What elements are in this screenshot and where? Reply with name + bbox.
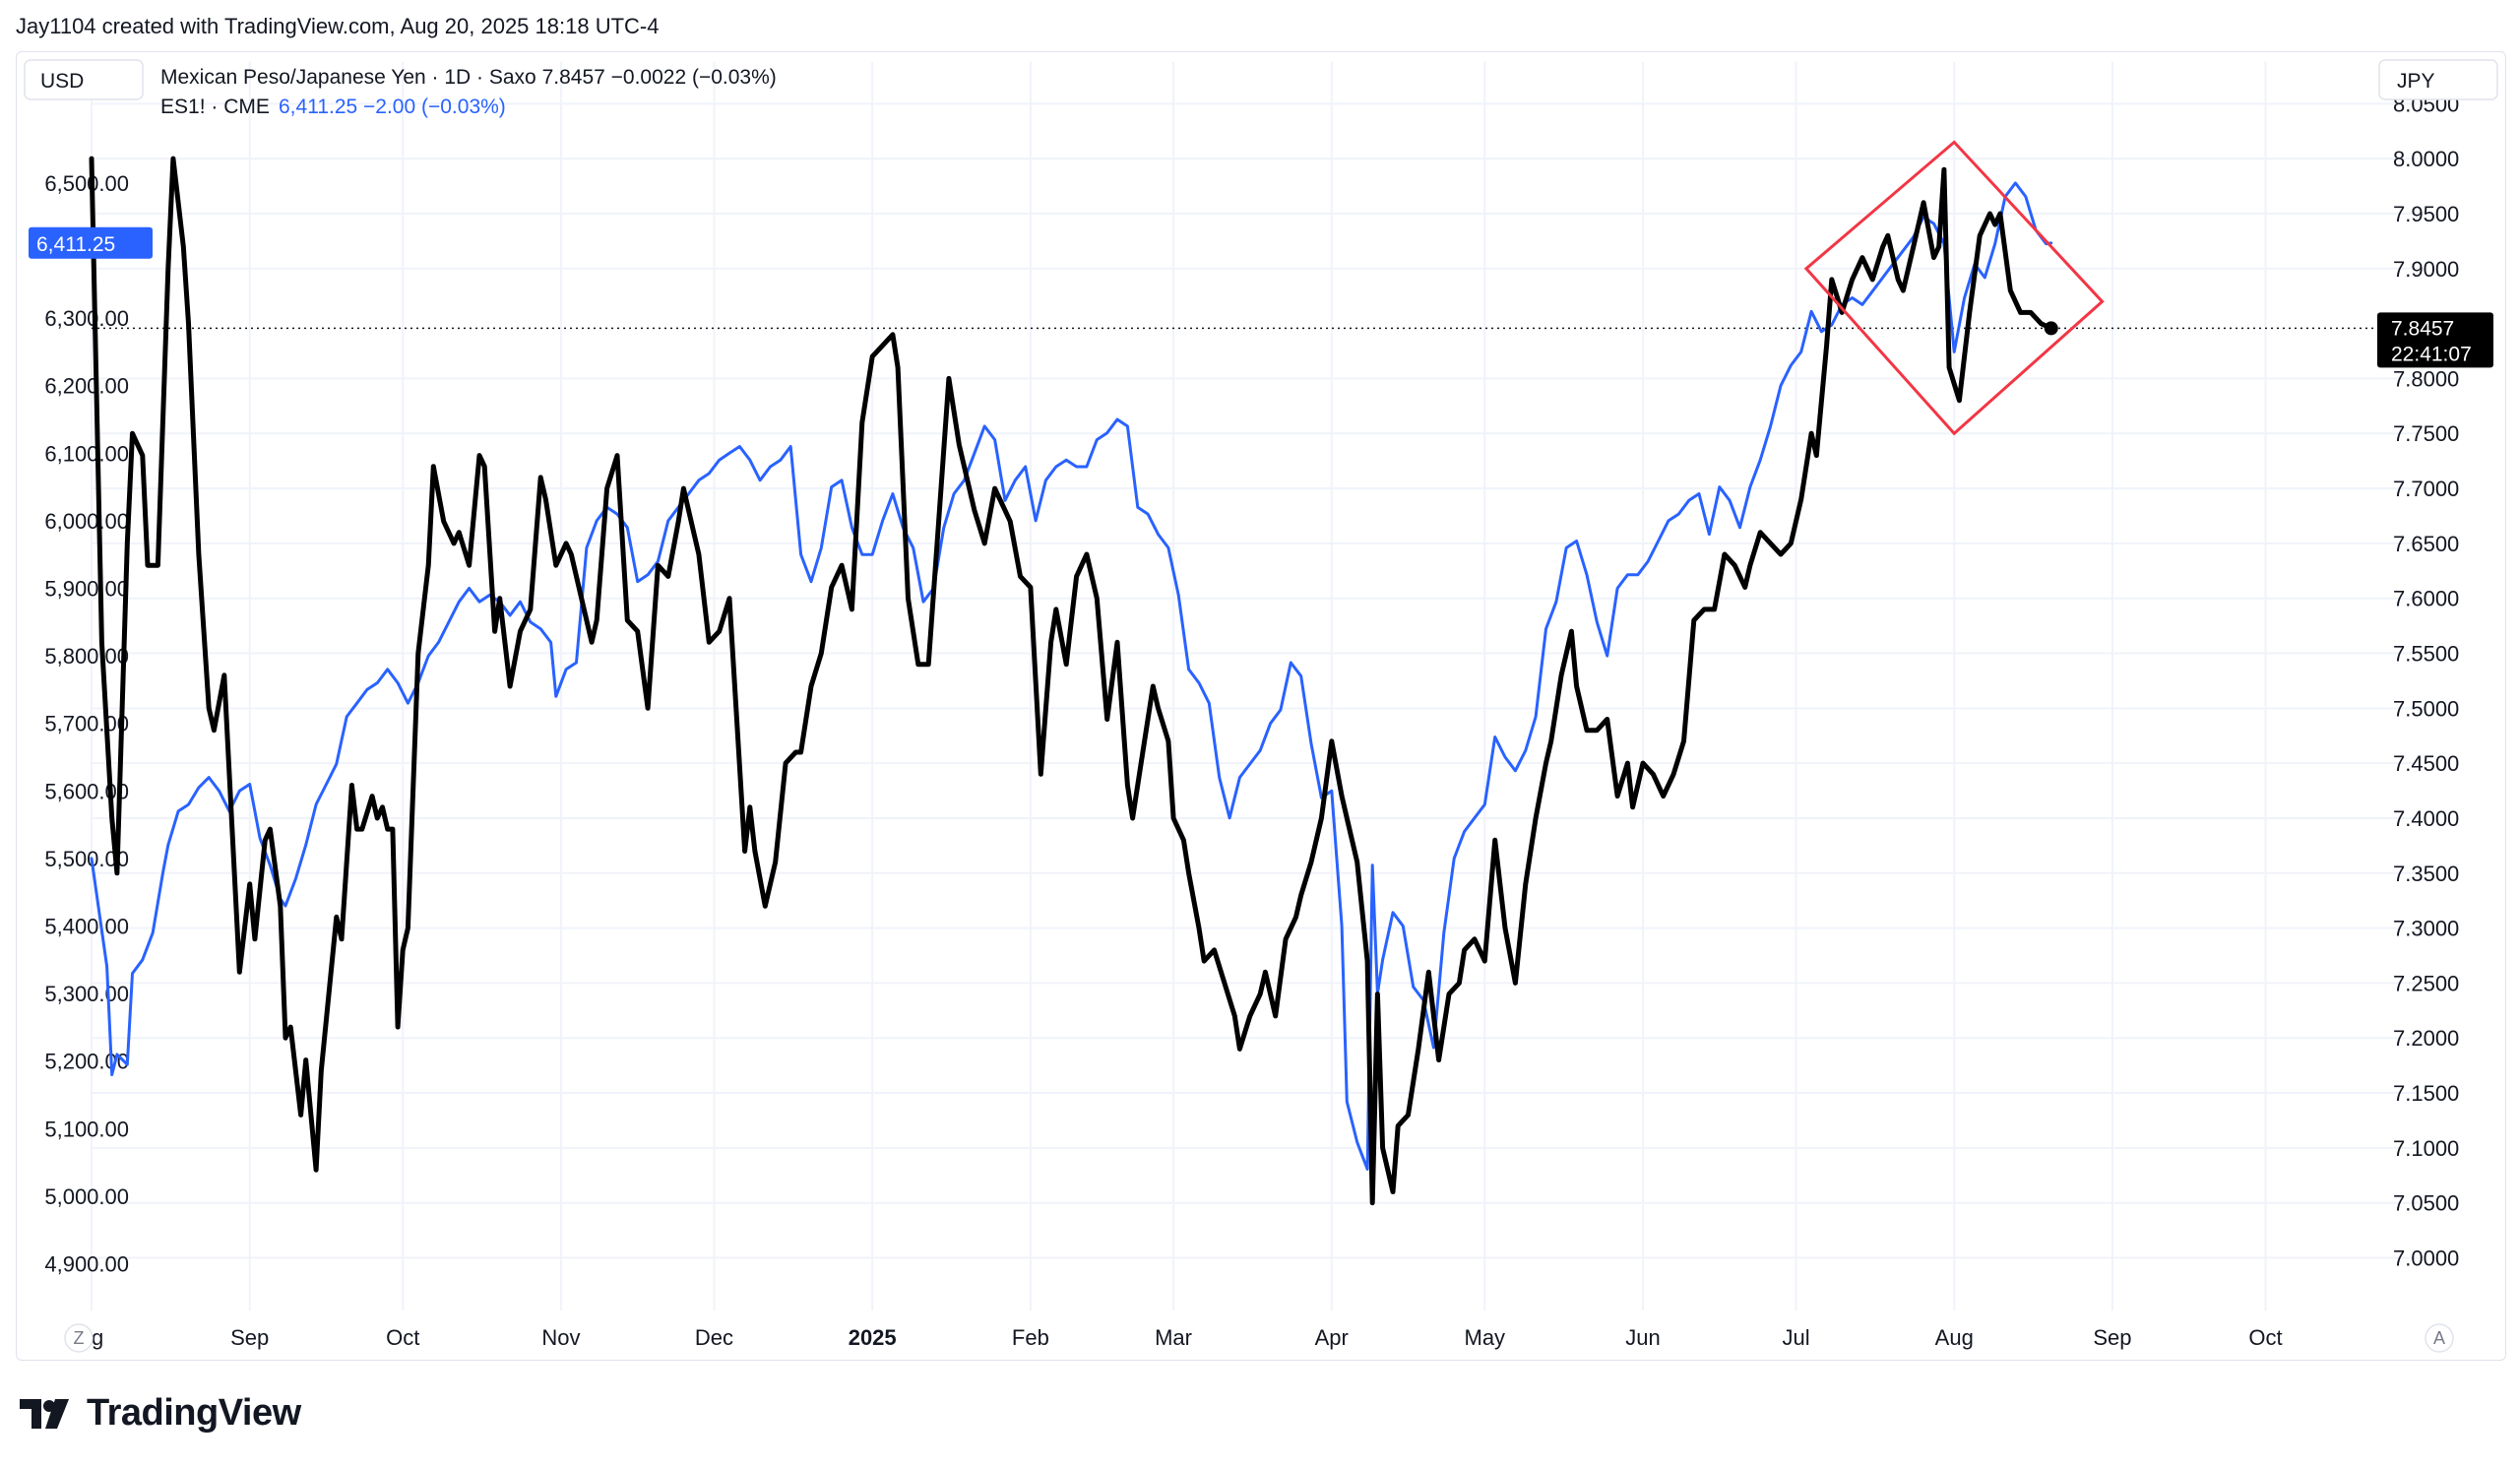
right-tick-label: 7.0500 — [2393, 1191, 2459, 1216]
right-tick-label: 7.6000 — [2393, 587, 2459, 611]
right-axis-labels: 8.05008.00007.95007.90007.80007.75007.70… — [2393, 92, 2459, 1270]
right-tick-label: 7.1500 — [2393, 1081, 2459, 1106]
auto-scale-button[interactable] — [2425, 1323, 2454, 1353]
right-tick-label: 7.4500 — [2393, 751, 2459, 776]
chart-frame[interactable]: ugSepOctNovDec2025FebMarAprMayJunJulAugS… — [16, 51, 2506, 1361]
left-tick-label: 6,000.00 — [44, 509, 129, 534]
x-tick-label: 2025 — [849, 1325, 897, 1350]
mxnjpy-last-point — [2044, 321, 2058, 336]
right-tick-label: 7.9000 — [2393, 257, 2459, 282]
left-unit-box[interactable] — [24, 59, 144, 100]
mxnjpy-price-tag-value: 7.8457 — [2391, 317, 2454, 340]
mxnjpy-series-line — [89, 156, 2054, 1206]
chart-attribution: Jay1104 created with TradingView.com, Au… — [16, 14, 660, 38]
zoom-button[interactable] — [64, 1323, 94, 1353]
x-axis-labels: ugSepOctNovDec2025FebMarAprMayJunJulAugS… — [80, 1325, 2283, 1350]
x-tick-label: Mar — [1155, 1325, 1192, 1350]
chart-canvas[interactable]: ugSepOctNovDec2025FebMarAprMayJunJulAugS… — [17, 52, 2507, 1362]
right-tick-label: 7.9500 — [2393, 202, 2459, 226]
left-tick-label: 6,100.00 — [44, 441, 129, 466]
mxnjpy-price-tag: 7.8457 22:41:07 — [2377, 312, 2493, 368]
tradingview-logo-text: TradingView — [87, 1392, 301, 1434]
x-tick-label: May — [1465, 1325, 1506, 1350]
left-tick-label: 5,300.00 — [44, 982, 129, 1006]
x-tick-label: Aug — [1935, 1325, 1974, 1350]
left-tick-label: 5,700.00 — [44, 712, 129, 736]
right-tick-label: 7.2500 — [2393, 971, 2459, 995]
right-tick-label: 7.4000 — [2393, 806, 2459, 831]
legend-primary[interactable]: Mexican Peso/Japanese Yen · 1D · Saxo 7.… — [160, 66, 777, 89]
left-tick-label: 6,200.00 — [44, 374, 129, 399]
x-tick-label: Nov — [541, 1325, 580, 1350]
x-tick-label: Oct — [386, 1325, 419, 1350]
tradingview-logo-icon — [20, 1398, 69, 1429]
left-axis-labels: 6,500.00 6,300.00 6,200.00 6,100.00 6,000.00… — [44, 171, 129, 1277]
x-tick-label: Feb — [1012, 1325, 1049, 1350]
left-tick-label: 5,800.00 — [44, 644, 129, 669]
series — [89, 156, 2058, 1206]
legend-secondary-values: 6,411.25 −2.00 (−0.03%) — [279, 96, 506, 118]
x-tick-label: Dec — [695, 1325, 733, 1350]
left-tick-label: 5,100.00 — [44, 1117, 129, 1141]
left-tick-label: 5,000.00 — [44, 1184, 129, 1209]
es-price-tag: 6,411.25 — [29, 226, 153, 259]
left-tick-label: 6,300.00 — [44, 306, 129, 331]
x-tick-label: Apr — [1315, 1325, 1349, 1350]
left-tick-label: 5,400.00 — [44, 915, 129, 939]
right-tick-label: 7.5500 — [2393, 642, 2459, 667]
tradingview-logo[interactable]: TradingView — [18, 1392, 301, 1435]
right-tick-label: 7.3500 — [2393, 862, 2459, 886]
right-tick-label: 7.7000 — [2393, 477, 2459, 501]
left-axis-unit: USD — [40, 70, 84, 93]
right-tick-label: 7.3000 — [2393, 917, 2459, 941]
grid — [91, 62, 2419, 1310]
right-tick-label: 7.0000 — [2393, 1246, 2459, 1271]
left-tick-label: 5,900.00 — [44, 577, 129, 602]
right-tick-label: 7.1000 — [2393, 1136, 2459, 1161]
x-tick-label: Sep — [230, 1325, 269, 1350]
x-tick-label: Oct — [2248, 1325, 2282, 1350]
right-axis-unit: JPY — [2397, 70, 2435, 93]
right-tick-label: 7.8000 — [2393, 366, 2459, 391]
right-tick-label: 7.7500 — [2393, 421, 2459, 446]
auto-scale-button-label: A — [2433, 1328, 2445, 1348]
bar-countdown: 22:41:07 — [2391, 343, 2472, 365]
left-tick-label: 6,500.00 — [44, 171, 129, 196]
es-series-line — [90, 181, 2053, 1171]
annotations[interactable] — [1803, 140, 2105, 436]
right-unit-box[interactable] — [2378, 59, 2498, 100]
x-tick-label: Jul — [1782, 1325, 1809, 1350]
right-tick-label: 8.0000 — [2393, 147, 2459, 171]
legend-secondary-name[interactable]: ES1! · CME — [160, 96, 270, 118]
right-tick-label: 7.6500 — [2393, 532, 2459, 556]
right-tick-label: 7.2000 — [2393, 1026, 2459, 1051]
x-tick-label: Jun — [1625, 1325, 1660, 1350]
diamond-pattern — [1803, 140, 2105, 436]
x-tick-label: Sep — [2093, 1325, 2131, 1350]
zoom-button-label: Z — [74, 1328, 85, 1348]
left-tick-label: 4,900.00 — [44, 1252, 129, 1277]
es-price-tag-value: 6,411.25 — [36, 233, 115, 256]
left-tick-label: 5,600.00 — [44, 779, 129, 803]
right-tick-label: 7.5000 — [2393, 696, 2459, 721]
